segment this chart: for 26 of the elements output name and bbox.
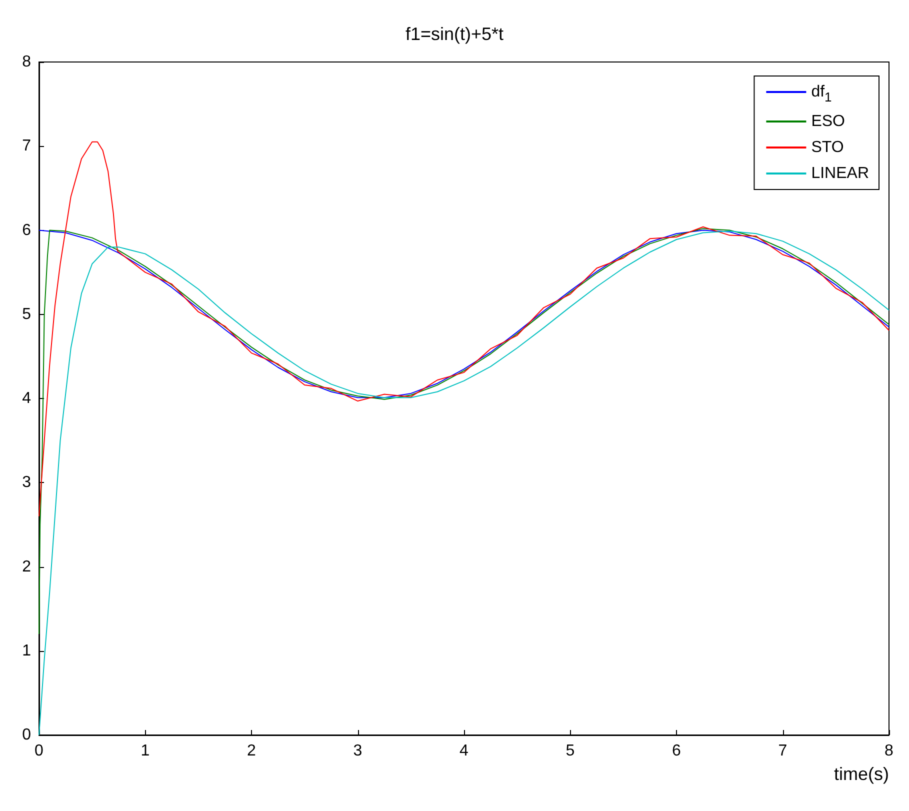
x-tick-label: 5: [566, 742, 575, 760]
x-tick-label: 1: [140, 742, 150, 760]
x-tick-label: 4: [460, 742, 469, 760]
y-tick-label: 3: [22, 474, 32, 492]
y-tick-label: 5: [22, 306, 32, 323]
legend-label: ESO: [811, 113, 845, 130]
y-tick-label: 4: [22, 390, 32, 407]
x-axis-title: time(s): [834, 764, 889, 784]
x-tick-label: 3: [353, 742, 362, 760]
chart-title: f1=sin(t)+5*t: [405, 24, 504, 44]
line-series: [38, 228, 890, 635]
line-series: [38, 230, 890, 398]
y-tick-label: 7: [22, 138, 32, 155]
x-tick-label: 8: [884, 742, 894, 760]
x-tick-label: 7: [778, 742, 788, 760]
y-tick-label: 6: [22, 222, 32, 239]
x-tick-label: 0: [34, 742, 44, 760]
y-tick-label: 8: [22, 54, 32, 70]
legend-label: LINEAR: [811, 165, 869, 182]
y-tick-label: 1: [22, 642, 32, 660]
legend-label: STO: [811, 139, 844, 156]
y-tick-label: 2: [22, 558, 32, 576]
line-series: [38, 141, 890, 517]
x-tick-label: 6: [672, 742, 682, 760]
x-tick-label: 2: [247, 742, 256, 760]
y-tick-label: 0: [22, 726, 32, 744]
